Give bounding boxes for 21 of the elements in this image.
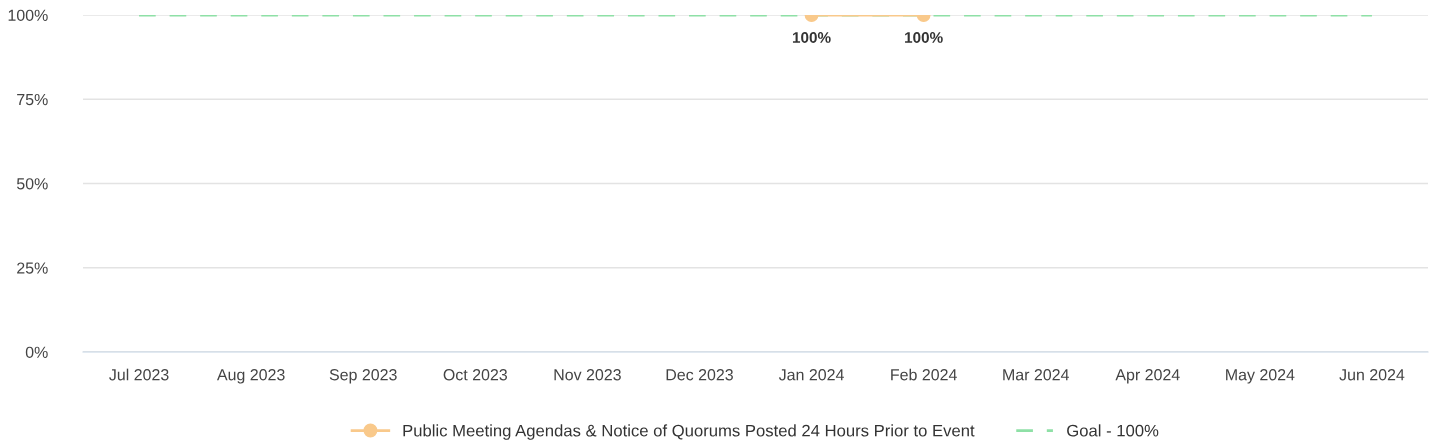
x-tick-label: Dec 2023 — [666, 369, 733, 381]
legend-label: Goal - 100% — [1067, 424, 1159, 437]
x-tick-label: Feb 2024 — [891, 368, 957, 381]
y-tick-label: 100% — [8, 9, 48, 21]
x-tick-label: Jun 2024 — [1339, 369, 1405, 381]
x-tick-label: Mar 2024 — [1003, 369, 1069, 381]
y-tick-label: 75% — [17, 93, 48, 106]
data-label: 100% — [792, 32, 831, 43]
x-tick-label: Nov 2023 — [554, 369, 621, 381]
x-tick-label: Jan 2024 — [778, 369, 844, 381]
y-tick-label: 50% — [16, 178, 48, 190]
legend-label: Public Meeting Agendas & Notice of Quorums Posted 24 Hours Prior to Event — [403, 424, 975, 440]
y-tick-label: 0% — [25, 346, 48, 358]
y-tick-label: 25% — [17, 262, 48, 274]
x-tick-label: Jul 2023 — [109, 368, 169, 381]
x-tick-label: Oct 2023 — [443, 369, 507, 381]
x-tick-label: Aug 2023 — [216, 369, 285, 384]
x-tick-label: Sep 2023 — [329, 369, 397, 384]
data-label: 100% — [905, 32, 943, 43]
x-tick-label: May 2024 — [1226, 369, 1295, 384]
x-tick-label: Apr 2024 — [1115, 369, 1180, 384]
